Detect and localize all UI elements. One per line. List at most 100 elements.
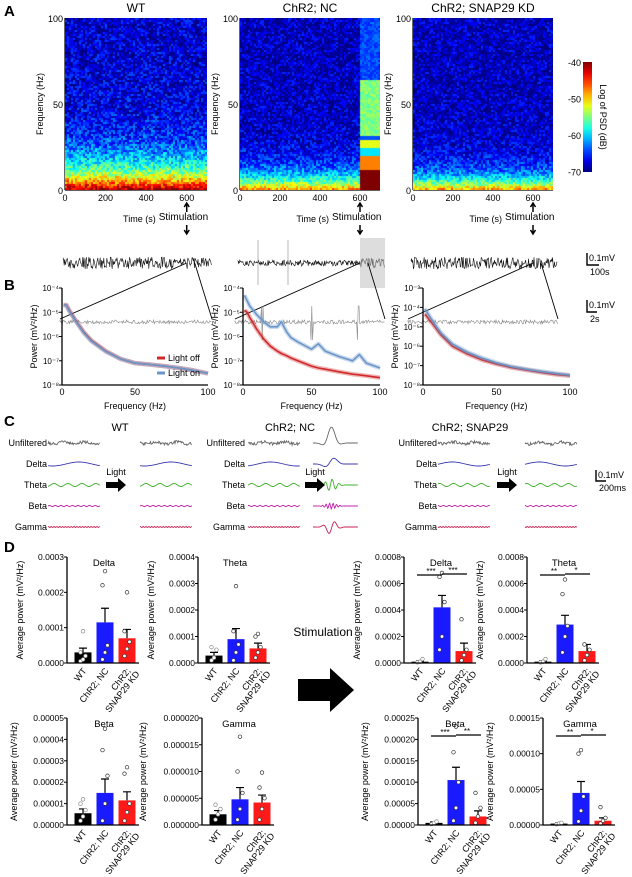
y-tick-label: 0.00000: [33, 820, 64, 830]
data-point: [459, 617, 464, 622]
significance-label: **: [551, 567, 557, 576]
y-tick-label: 0: [58, 186, 63, 196]
x-tick-label: 50: [491, 387, 501, 397]
y-axis-label: Average power (mV²/Hz): [485, 722, 495, 821]
scale-bar-voltage: 0.1mV: [589, 300, 615, 310]
band-trace-unfiltered: [524, 439, 578, 447]
panel-label-c: C: [4, 413, 15, 430]
y-tick-label: 0.00010: [509, 749, 540, 759]
colorbar-tick: -50: [568, 95, 581, 105]
x-tick-label: 50: [306, 387, 316, 397]
arrow-up-icon: [183, 201, 190, 212]
category-label: WT: [409, 666, 426, 684]
data-point: [451, 818, 456, 823]
category-label: WT: [548, 828, 565, 846]
error-bar: [101, 607, 109, 623]
data-point: [434, 819, 439, 824]
x-axis-label: Frequency (Hz): [280, 401, 342, 411]
significance-label: ***: [440, 728, 449, 737]
data-point: [100, 657, 105, 662]
bar-chart-title: Theta: [223, 558, 248, 569]
band-trace-beta: [437, 504, 490, 508]
data-point: [214, 647, 219, 652]
y-tick-label: 0.000000: [164, 820, 200, 830]
data-point: [237, 734, 243, 739]
data-point: [100, 818, 105, 823]
band-label: Delta: [224, 459, 245, 469]
band-trace-theta: [524, 483, 577, 487]
band-group-title: ChR2; NC: [265, 422, 315, 434]
data-point: [562, 634, 568, 639]
band-trace-gamma: [437, 525, 491, 529]
scale-bar-voltage: 0.1mV: [598, 470, 624, 480]
colorbar-label: Log of PSD (dB): [598, 84, 608, 150]
spectrogram-heatmap: [240, 18, 380, 190]
data-point: [439, 634, 445, 639]
band-trace-beta: [47, 504, 101, 508]
stimulation-label: Stimulation: [159, 212, 208, 223]
y-axis-label: Average power (mV²/Hz): [9, 722, 19, 821]
colorbar-tick: -40: [568, 58, 581, 68]
y-tick-label: 0.0001: [38, 623, 64, 633]
significance-label: **: [464, 727, 470, 736]
category-label: WT: [203, 666, 220, 684]
data-point: [582, 642, 587, 647]
data-point: [102, 650, 108, 655]
stimulation-response: [360, 238, 385, 288]
y-tick-label: 0.00005: [384, 799, 415, 809]
colorbar-tick: -70: [568, 168, 581, 178]
data-point: [235, 769, 240, 774]
data-point: [581, 794, 586, 799]
data-point: [262, 796, 267, 801]
y-tick-label: 50: [401, 100, 411, 110]
bar: [96, 622, 114, 663]
category-label: WT: [532, 666, 549, 684]
data-point: [78, 650, 83, 655]
y-tick-label: 0.00015: [509, 713, 540, 723]
y-tick-label: 0.0006: [498, 579, 524, 589]
band-trace-theta: [139, 483, 193, 487]
bar: [253, 802, 271, 825]
error-bar: [101, 778, 109, 793]
band-label: Gamma: [405, 522, 437, 532]
y-axis-label: Frequency (Hz): [35, 73, 45, 135]
significance-label: ***: [448, 566, 457, 575]
spectrogram-heatmap: [413, 18, 553, 190]
zoomed-trace: [234, 305, 385, 341]
y-tick-label: 10⁻⁷: [43, 357, 59, 366]
y-tick-label: 0.000010: [164, 767, 200, 777]
y-tick-label: 10⁻⁴: [42, 284, 59, 293]
data-point: [215, 812, 221, 817]
bar: [447, 780, 465, 825]
data-point: [464, 647, 469, 652]
x-tick-label: 100: [200, 387, 215, 397]
data-point: [257, 817, 262, 822]
y-tick-label: 0: [233, 186, 238, 196]
data-point: [456, 780, 461, 785]
x-tick-label: 600: [352, 193, 367, 203]
data-point: [253, 655, 258, 660]
y-tick-label: 0.0002: [169, 605, 195, 615]
arrow-right-icon: [106, 478, 126, 492]
band-trace-delta: [47, 461, 100, 467]
y-tick-label: 0.0004: [375, 605, 401, 615]
y-tick-label: 10⁻⁸: [224, 381, 241, 390]
category-label: WT: [207, 828, 224, 846]
data-point: [80, 797, 86, 802]
error-bar: [561, 614, 569, 625]
stimulation-label: Stimulation: [332, 212, 381, 223]
band-label: Delta: [26, 459, 47, 469]
data-point: [236, 642, 241, 647]
y-tick-label: 0.00000: [509, 820, 540, 830]
data-point: [233, 650, 239, 655]
bar-chart-title: Gamma: [222, 719, 257, 730]
lfp-trace: [410, 256, 558, 270]
y-axis-label: Average power (mV²/Hz): [352, 561, 362, 660]
data-point: [582, 658, 587, 663]
x-tick-label: 0: [240, 387, 245, 397]
y-tick-label: 10⁻⁶: [404, 342, 420, 351]
band-trace-gamma: [139, 525, 193, 529]
data-point: [584, 652, 590, 658]
band-label: Beta: [28, 501, 47, 511]
x-axis-label: Time (s): [469, 214, 502, 224]
